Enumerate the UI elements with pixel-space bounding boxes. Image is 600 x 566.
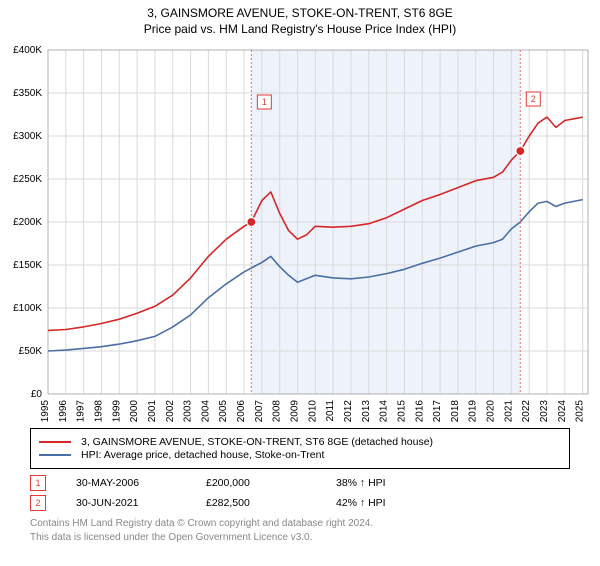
y-tick-label: £0: [31, 389, 43, 400]
sale-price: £200,000: [206, 477, 306, 489]
legend-swatch: [39, 438, 71, 446]
x-tick-label: 2001: [147, 400, 158, 422]
x-tick-label: 2014: [379, 400, 390, 422]
sale-delta: 38% ↑ HPI: [336, 477, 436, 489]
price-chart: £0 £50K £100K £150K £200K £250K £300K £350K £400…: [0, 42, 600, 422]
footer: Contains HM Land Registry data © Crown c…: [30, 517, 570, 544]
x-tick-label: 2020: [486, 400, 497, 422]
y-tick-label: £350K: [13, 88, 42, 99]
x-tick-label: 2012: [343, 400, 354, 422]
x-tick-label: 2000: [129, 400, 140, 422]
legend-row: HPI: Average price, detached house, Stok…: [39, 449, 561, 461]
x-tick-label: 2008: [272, 400, 283, 422]
legend-swatch: [39, 451, 71, 459]
x-tick-label: 1999: [111, 400, 122, 422]
footer-line-1: Contains HM Land Registry data © Crown c…: [30, 517, 570, 531]
sale-dot-2: [516, 147, 525, 156]
sale-dot-1: [247, 218, 256, 227]
y-tick-label: £300K: [13, 131, 42, 142]
chart-container: £0 £50K £100K £150K £200K £250K £300K £350K £400…: [0, 42, 600, 422]
y-tick-label: £100K: [13, 303, 42, 314]
footer-line-2: This data is licensed under the Open Gov…: [30, 531, 570, 545]
title-block: 3, GAINSMORE AVENUE, STOKE-ON-TRENT, ST6…: [0, 6, 600, 36]
x-tick-label: 2017: [432, 400, 443, 422]
x-tick-label: 1995: [40, 400, 51, 422]
x-tick-label: 2004: [200, 400, 211, 422]
x-tick-label: 1997: [76, 400, 87, 422]
x-tick-label: 2006: [236, 400, 247, 422]
x-tick-label: 2002: [165, 400, 176, 422]
x-tick-label: 2015: [396, 400, 407, 422]
x-tick-label: 2018: [450, 400, 461, 422]
x-tick-label: 2005: [218, 400, 229, 422]
sale-price: £282,500: [206, 497, 306, 509]
legend-row: 3, GAINSMORE AVENUE, STOKE-ON-TRENT, ST6…: [39, 436, 561, 448]
x-tick-label: 2013: [361, 400, 372, 422]
x-tick-label: 2025: [575, 400, 586, 422]
sales-table: 1 30-MAY-2006 £200,000 38% ↑ HPI 2 30-JUN-202…: [30, 475, 570, 511]
x-tick-label: 2019: [468, 400, 479, 422]
sale-date: 30-MAY-2006: [76, 477, 176, 489]
x-tick-label: 2022: [521, 400, 532, 422]
x-tick-label: 2010: [307, 400, 318, 422]
x-tick-label: 1998: [93, 400, 104, 422]
x-tick-label: 2021: [503, 400, 514, 422]
x-tick-label: 2016: [414, 400, 425, 422]
x-tick-label: 2011: [325, 400, 336, 422]
legend-label: HPI: Average price, detached house, Stok…: [81, 449, 324, 461]
y-tick-label: £50K: [19, 346, 43, 357]
legend-box: 3, GAINSMORE AVENUE, STOKE-ON-TRENT, ST6…: [30, 428, 570, 469]
x-tick-label: 1996: [58, 400, 69, 422]
page-subtitle: Price paid vs. HM Land Registry's House …: [0, 22, 600, 36]
y-tick-label: £150K: [13, 260, 42, 271]
sale-row: 2 30-JUN-2021 £282,500 42% ↑ HPI: [30, 495, 570, 511]
sale-row: 1 30-MAY-2006 £200,000 38% ↑ HPI: [30, 475, 570, 491]
x-tick-label: 2007: [254, 400, 265, 422]
sale-marker-number-2: 2: [531, 94, 536, 104]
sale-index-box: 2: [30, 495, 46, 511]
x-tick-label: 2003: [183, 400, 194, 422]
x-tick-label: 2023: [539, 400, 550, 422]
y-tick-label: £400K: [13, 45, 42, 56]
y-tick-label: £250K: [13, 174, 42, 185]
sale-index-box: 1: [30, 475, 46, 491]
y-tick-label: £200K: [13, 217, 42, 228]
sale-marker-number-1: 1: [262, 97, 267, 107]
sale-delta: 42% ↑ HPI: [336, 497, 436, 509]
legend-label: 3, GAINSMORE AVENUE, STOKE-ON-TRENT, ST6…: [81, 436, 433, 448]
x-tick-label: 2009: [290, 400, 301, 422]
x-tick-label: 2024: [557, 400, 568, 422]
sale-date: 30-JUN-2021: [76, 497, 176, 509]
page-title: 3, GAINSMORE AVENUE, STOKE-ON-TRENT, ST6…: [0, 6, 600, 20]
